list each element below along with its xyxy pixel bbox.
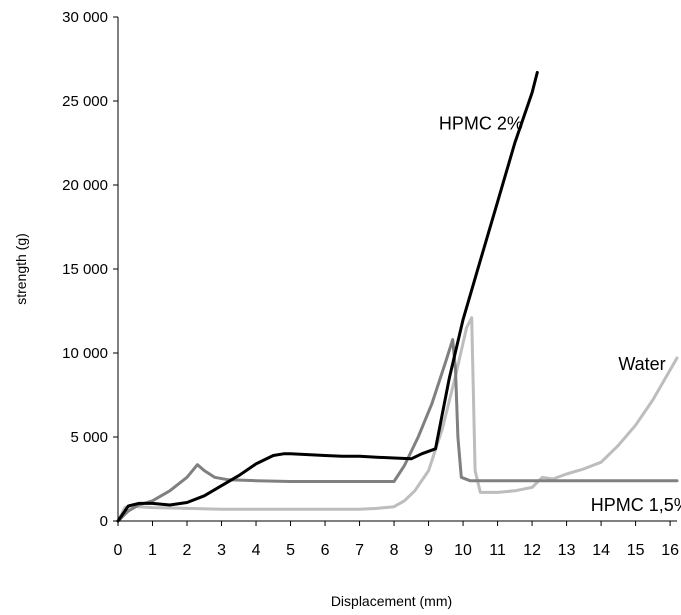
x-axis-title: Displacement (mm) xyxy=(331,593,452,609)
y-tick-label: 0 xyxy=(100,513,108,530)
y-tick-label: 30 000 xyxy=(62,9,108,26)
x-tick-label: 15 xyxy=(627,542,645,559)
x-tick-label: 1 xyxy=(148,542,157,559)
axes xyxy=(117,17,677,522)
x-tick-label: 8 xyxy=(390,542,399,559)
x-tick-label: 6 xyxy=(321,542,330,559)
y-tick-label: 20 000 xyxy=(62,177,108,194)
x-tick-label: 0 xyxy=(114,542,123,559)
series-label: HPMC 1,5% xyxy=(591,495,681,515)
series-lines xyxy=(116,70,679,523)
x-tick-label: 10 xyxy=(454,542,472,559)
x-tick-label: 3 xyxy=(217,542,226,559)
y-tick-label: 25 000 xyxy=(62,93,108,110)
y-axis-title: strength (g) xyxy=(13,233,29,305)
x-tick-label: 2 xyxy=(183,542,192,559)
series-label: HPMC 2% xyxy=(439,114,523,134)
x-tick-label: 16 xyxy=(661,542,679,559)
series-line-water xyxy=(116,316,679,523)
x-tick-label: 4 xyxy=(252,542,261,559)
y-tick-label: 10 000 xyxy=(62,345,108,362)
series-label: Water xyxy=(618,354,665,374)
x-tick-label: 12 xyxy=(523,542,541,559)
x-tick-label: 11 xyxy=(489,542,506,559)
series-labels: HPMC 2% Water HPMC 1,5% xyxy=(439,114,681,515)
x-tick-label: 14 xyxy=(592,542,610,559)
y-tick-label: 5 000 xyxy=(70,429,108,446)
x-tick-label: 7 xyxy=(355,542,364,559)
x-tick-label: 13 xyxy=(558,542,576,559)
x-tick-label: 9 xyxy=(424,542,433,559)
x-tick-label: 5 xyxy=(286,542,295,559)
y-tick-label: 15 000 xyxy=(62,261,108,278)
series-line-hpmc-2- xyxy=(116,70,539,523)
series-line-hpmc-1-5- xyxy=(116,338,679,523)
